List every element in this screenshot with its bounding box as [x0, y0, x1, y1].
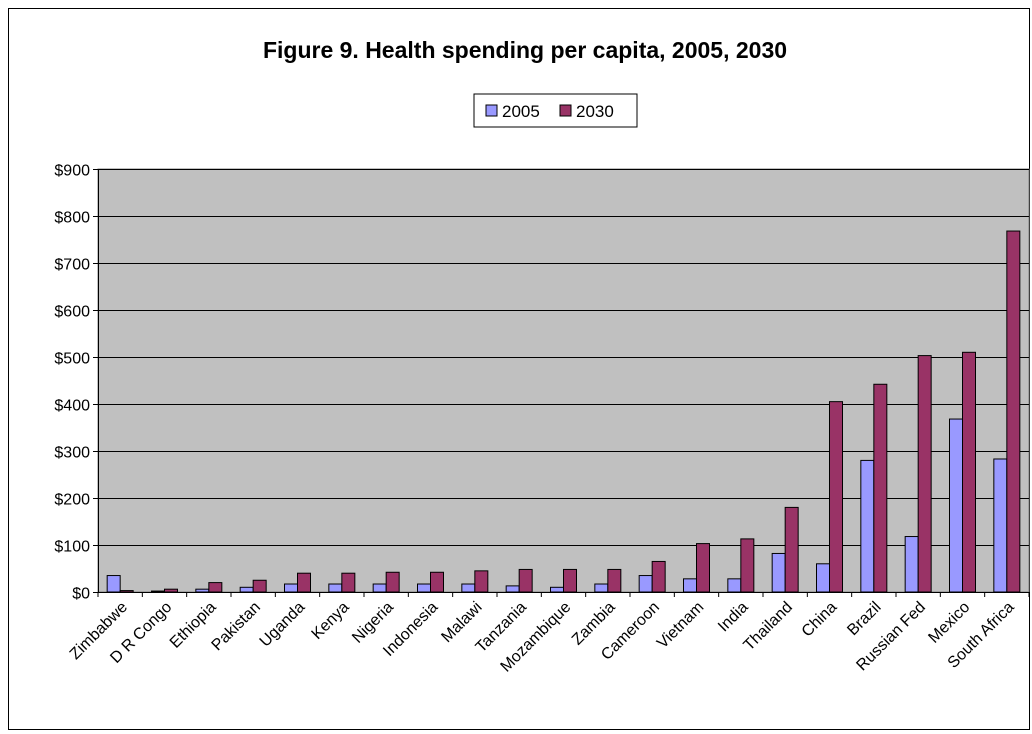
- bar-2030-india: [740, 538, 755, 593]
- legend-swatch-2030: [559, 104, 572, 117]
- bar-2030-brazil: [873, 383, 888, 593]
- bar-2005-zimbabwe: [106, 575, 121, 593]
- y-tick-label: $0: [72, 586, 90, 603]
- bar-2005-indonesia: [417, 583, 431, 593]
- bar-2005-vietnam: [683, 578, 697, 593]
- bar-2030-d-r-congo: [164, 588, 178, 593]
- bar-2030-pakistan: [252, 579, 267, 593]
- bar-2005-brazil: [860, 459, 875, 593]
- bar-2005-mozambique: [550, 586, 564, 593]
- bar-2030-malawi: [474, 570, 489, 593]
- plot-area: $0$100$200$300$400$500$600$700$800$900Zi…: [54, 163, 1030, 676]
- bar-2005-nigeria: [372, 583, 387, 593]
- bar-2030-zimbabwe: [119, 590, 134, 593]
- legend-box: [473, 93, 638, 128]
- y-tick-label: $500: [54, 351, 90, 368]
- y-tick-label: $700: [54, 257, 90, 274]
- y-tick-label: $900: [54, 163, 90, 180]
- y-tick-label: $200: [54, 492, 90, 509]
- legend-label-2005: 2005: [502, 102, 540, 121]
- bar-2005-zambia: [594, 583, 609, 593]
- bar-2005-mexico: [949, 418, 963, 593]
- x-tick-label: Thailand: [741, 599, 796, 654]
- chart-title: Figure 9. Health spending per capita, 20…: [263, 37, 787, 63]
- y-tick-label: $600: [54, 304, 90, 321]
- bar-2005-tanzania: [505, 585, 520, 593]
- bar-2005-cameroon: [638, 575, 653, 593]
- bar-2030-mozambique: [563, 568, 577, 593]
- bar-2030-south-africa: [1006, 230, 1021, 593]
- plot-background: [97, 168, 1030, 593]
- x-tick-label: Kenya: [309, 599, 353, 643]
- bar-2030-indonesia: [430, 571, 444, 593]
- bar-2030-tanzania: [518, 568, 533, 593]
- bar-2005-d-r-congo: [151, 590, 165, 593]
- bar-2005-malawi: [461, 583, 476, 593]
- y-tick-label: $800: [54, 210, 90, 227]
- bar-2030-vietnam: [696, 543, 710, 593]
- x-tick-label: Pakistan: [209, 599, 264, 654]
- chart-frame: Figure 9. Health spending per capita, 20…: [8, 8, 1030, 730]
- bar-2005-uganda: [284, 583, 298, 593]
- bar-2005-ethiopia: [195, 588, 210, 593]
- y-tick-label: $400: [54, 398, 90, 415]
- bar-2030-ethiopia: [208, 582, 223, 593]
- bar-2030-cameroon: [651, 560, 666, 593]
- bar-2005-china: [816, 563, 830, 593]
- bar-2030-uganda: [297, 572, 311, 593]
- legend: 2005 2030: [473, 93, 638, 128]
- x-tick-label: China: [799, 599, 841, 641]
- x-tick-label: Vietnam: [654, 599, 707, 652]
- chart-svg: Figure 9. Health spending per capita, 20…: [54, 37, 1030, 676]
- legend-label-2030: 2030: [576, 102, 614, 121]
- y-tick-label: $100: [54, 539, 90, 556]
- bar-2030-china: [829, 401, 843, 593]
- bar-2005-thailand: [771, 552, 786, 593]
- x-tick-label: India: [715, 599, 752, 636]
- legend-swatch-2005: [485, 104, 498, 117]
- y-tick-label: $300: [54, 445, 90, 462]
- bar-2005-kenya: [328, 583, 343, 593]
- bar-2030-thailand: [784, 506, 799, 593]
- bar-2030-nigeria: [385, 571, 400, 593]
- bar-2030-mexico: [962, 351, 976, 593]
- bar-2030-kenya: [341, 572, 356, 593]
- bar-2005-russian-fed: [904, 536, 919, 593]
- bar-2005-india: [727, 578, 742, 593]
- bar-2005-pakistan: [239, 586, 254, 593]
- x-tick-label: Uganda: [257, 599, 309, 651]
- bar-2030-zambia: [607, 568, 622, 593]
- bar-2005-south-africa: [993, 458, 1008, 593]
- x-tick-label: Brazil: [844, 599, 884, 639]
- bar-2030-russian-fed: [917, 355, 932, 593]
